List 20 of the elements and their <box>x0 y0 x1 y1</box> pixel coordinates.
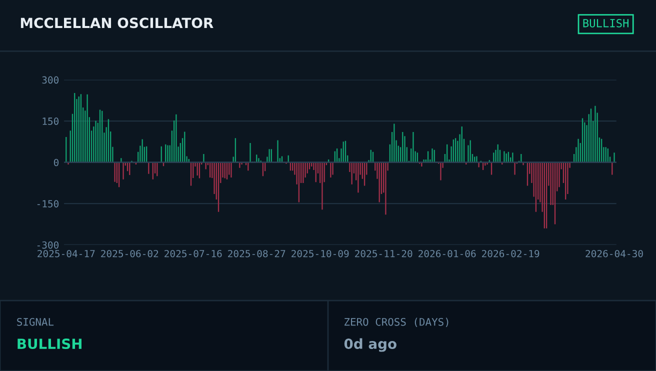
chart-title: MCCLELLAN OSCILLATOR <box>20 18 214 28</box>
y-tick-label: -150 <box>37 200 59 208</box>
y-tick-label: -300 <box>37 241 59 249</box>
x-tick-label: 2025-06-02 <box>101 250 158 258</box>
text: BULLISH <box>583 18 628 28</box>
y-tick-label: 300 <box>42 76 59 84</box>
x-tick-label: 2026-01-06 <box>418 250 476 258</box>
x-tick-label: 2025-11-20 <box>355 250 412 258</box>
x-tick-label: 2025-07-16 <box>164 250 222 258</box>
x-tick-label: 2026-02-19 <box>482 250 540 258</box>
x-tick-label: 2025-10-09 <box>292 250 349 258</box>
text: SIGNAL <box>17 318 54 326</box>
y-tick-label: 150 <box>42 118 59 125</box>
y-tick-label: 0 <box>54 158 59 166</box>
text: 0d ago <box>344 338 396 352</box>
text: ZERO CROSS (DAYS) <box>344 318 448 328</box>
x-tick-label: 2025-04-17 <box>38 250 95 258</box>
x-tick-label: 2025-08-27 <box>228 250 286 258</box>
x-tick-label: 2026-04-30 <box>586 250 643 258</box>
text: BULLISH <box>18 338 82 350</box>
